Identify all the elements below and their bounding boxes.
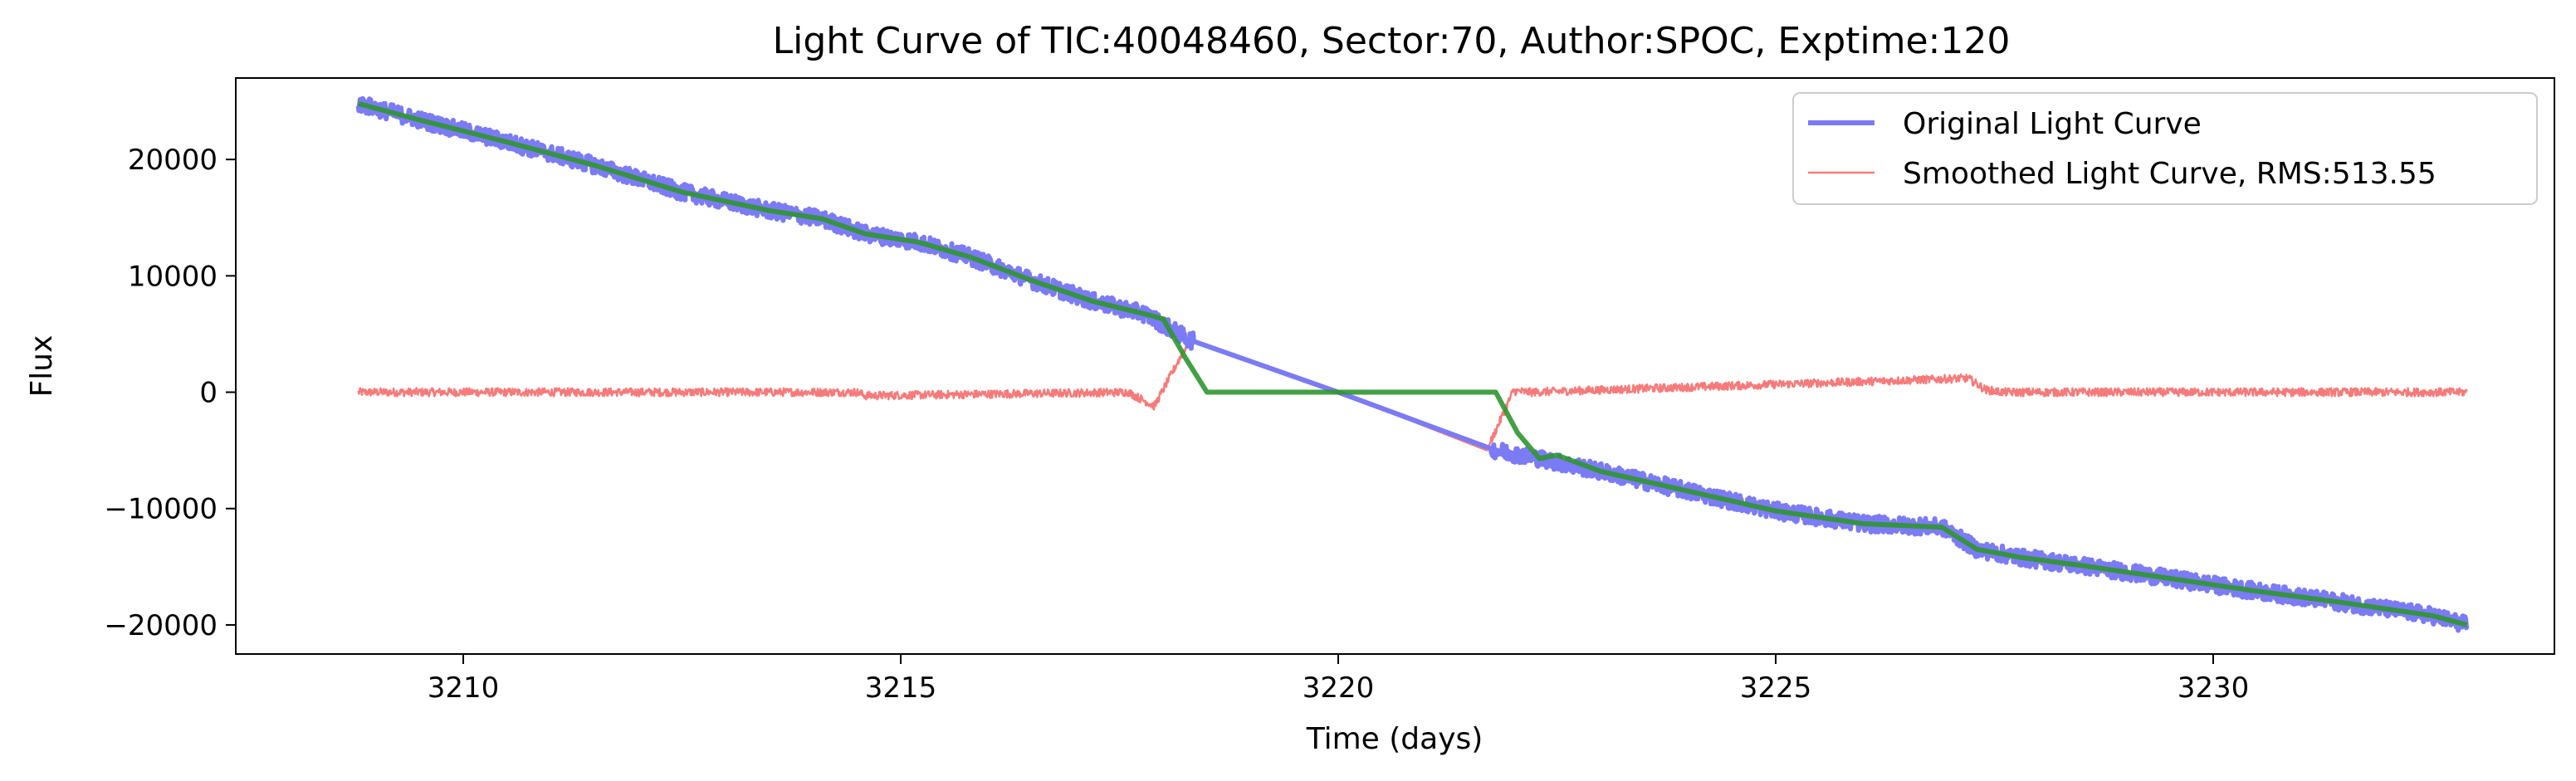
x-tick-label: 3210	[428, 671, 500, 705]
x-tick-label: 3230	[2178, 671, 2250, 705]
legend-label-smoothed: Smoothed Light Curve, RMS:513.55	[1903, 157, 2437, 191]
plot-frame	[235, 77, 2555, 655]
y-axis: −20000 −10000 0 10000 20000	[104, 144, 236, 642]
x-tick-label: 3225	[1740, 671, 1812, 705]
x-tick-label: 3220	[1303, 671, 1375, 705]
series-trend-fit	[357, 100, 2468, 627]
y-axis-label: Flux	[25, 335, 59, 398]
y-tick-label: 20000	[128, 144, 218, 177]
x-tick-label: 3215	[865, 671, 937, 705]
legend-box	[1792, 92, 2538, 205]
y-tick-label: −10000	[104, 493, 218, 526]
x-axis: 3210 3215 3220 3225 3230	[428, 654, 2249, 705]
chart-title: Light Curve of TIC:40048460, Sector:70, …	[773, 20, 2011, 62]
legend: Original Light Curve Smoothed Light Curv…	[1792, 92, 2538, 205]
legend-label-original: Original Light Curve	[1903, 107, 2202, 141]
plot-area	[355, 95, 2470, 633]
y-tick-label: 0	[199, 377, 218, 410]
y-tick-label: −20000	[104, 609, 218, 642]
y-tick-label: 10000	[128, 260, 218, 293]
x-axis-label: Time (days)	[1306, 722, 1484, 756]
